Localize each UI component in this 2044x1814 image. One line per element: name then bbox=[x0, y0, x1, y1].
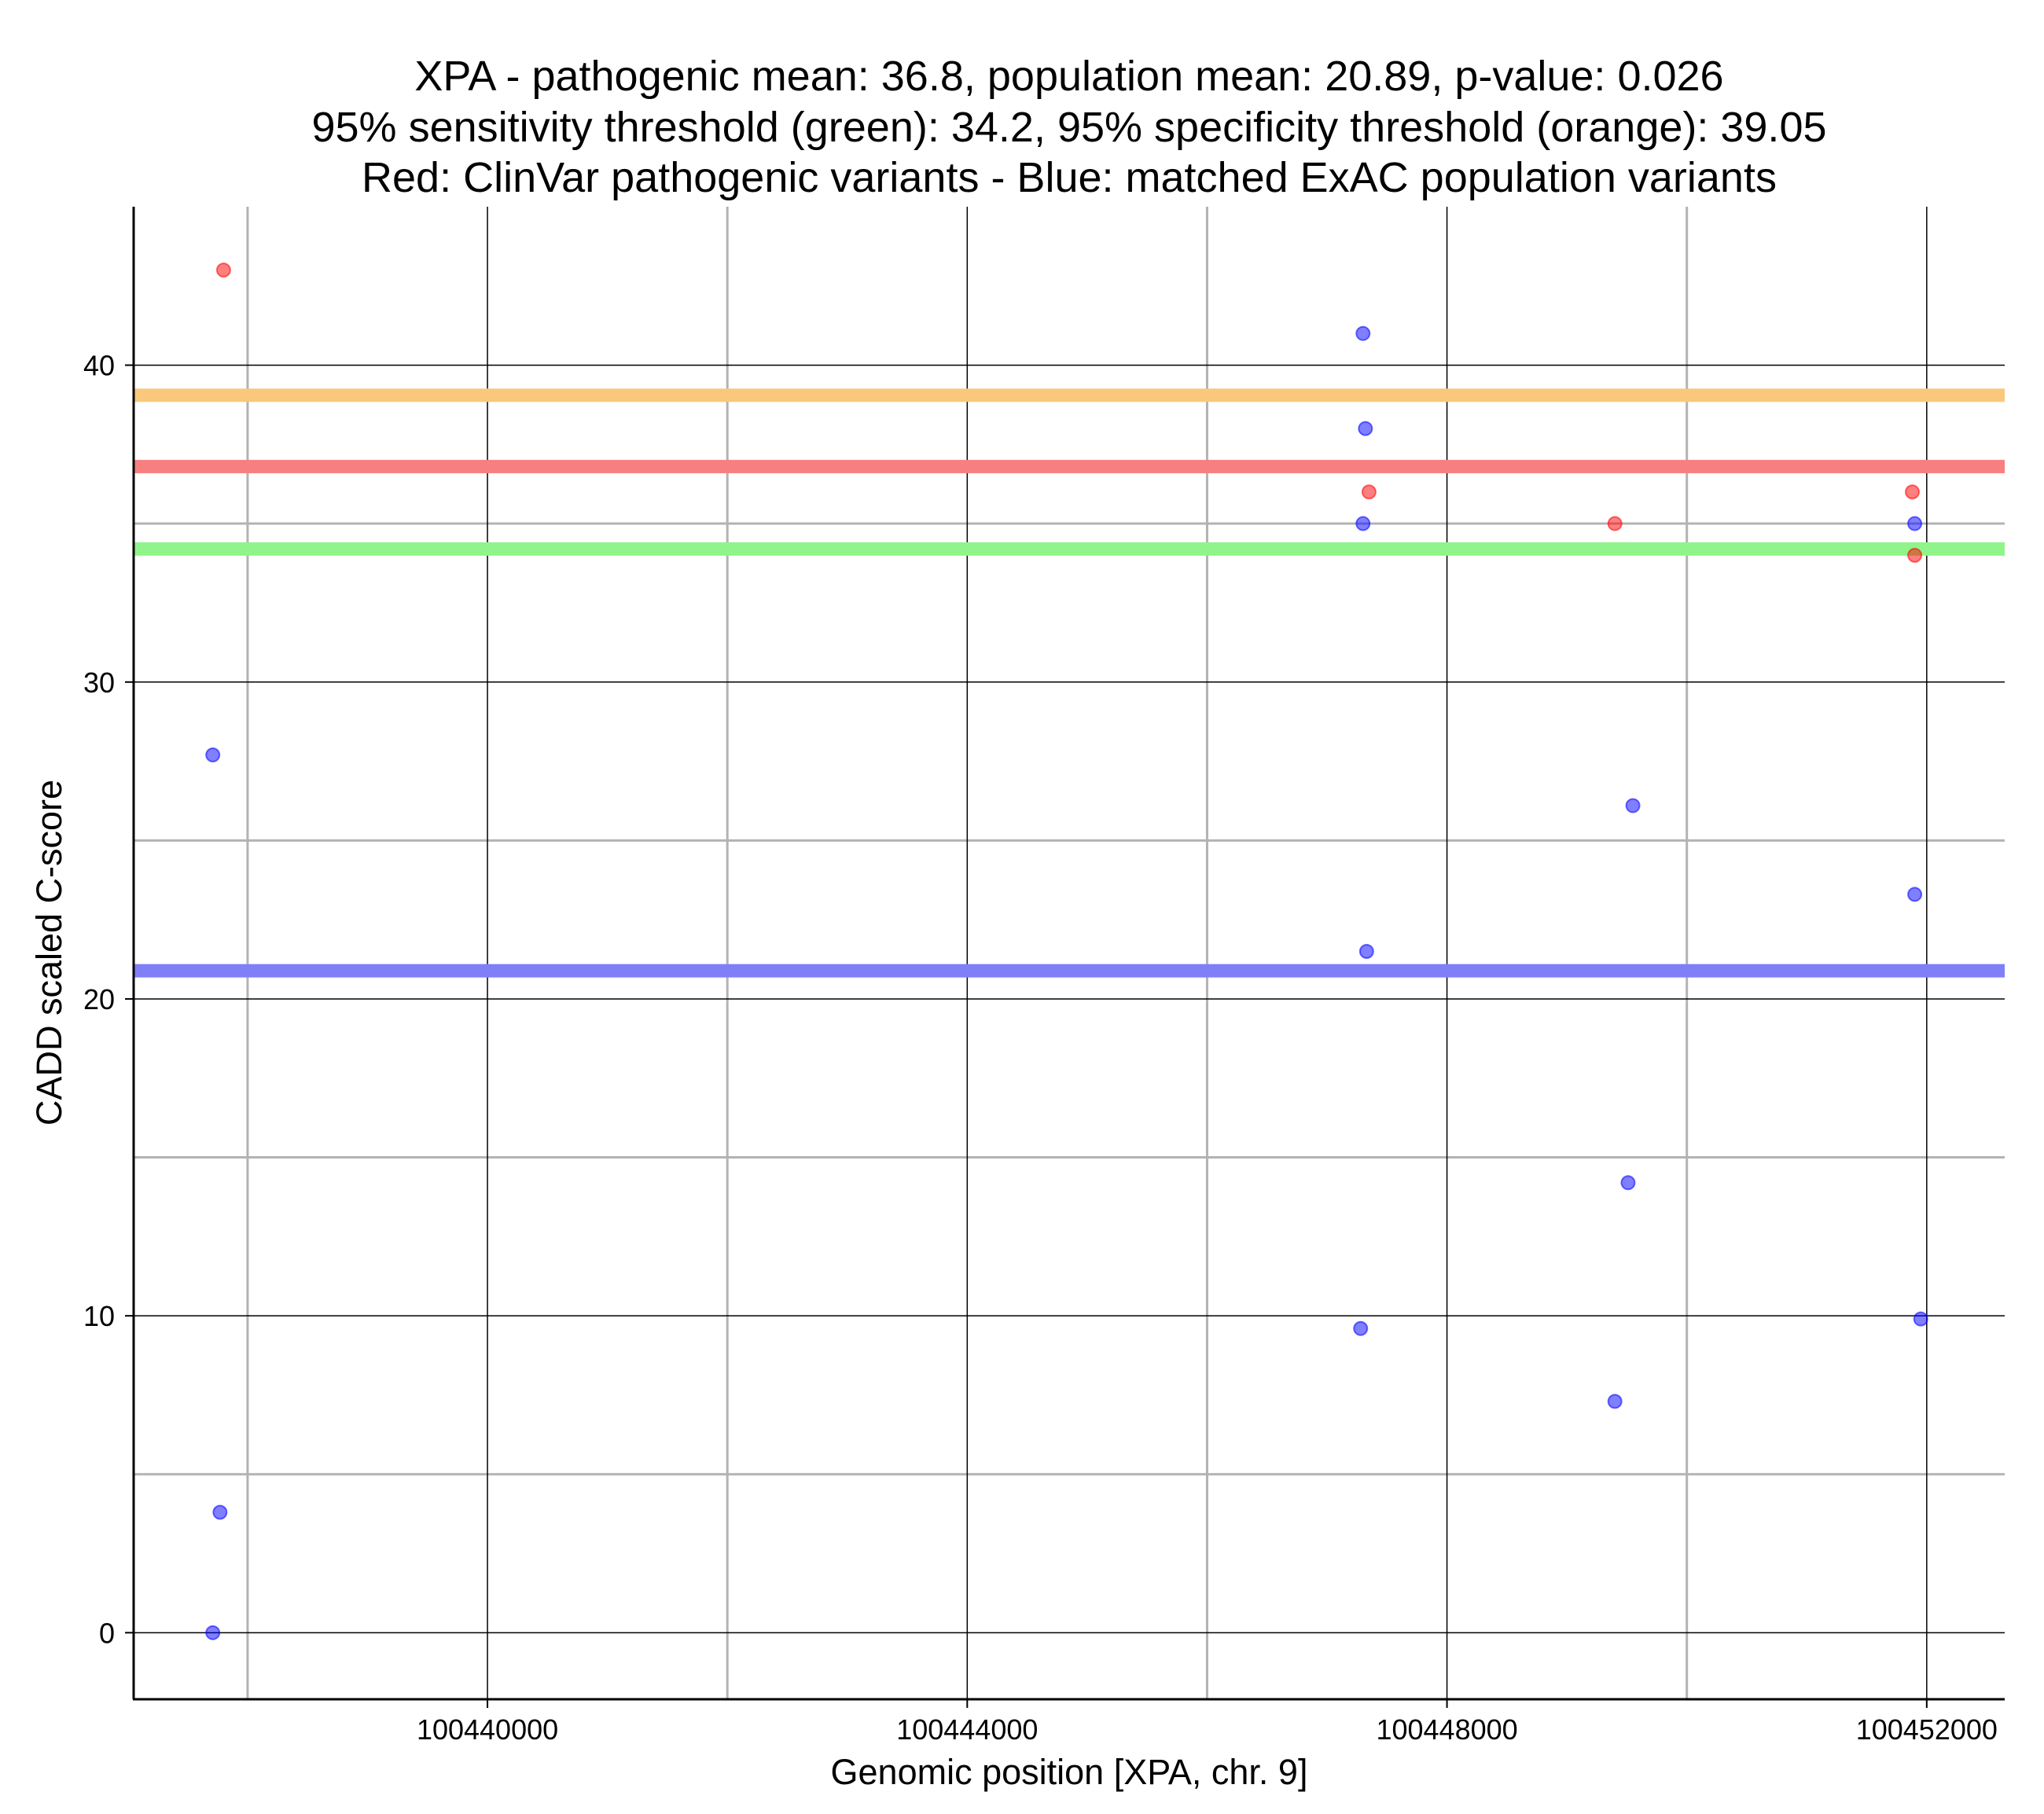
population-point bbox=[205, 747, 221, 763]
population-point bbox=[1907, 516, 1923, 531]
major-gridlines bbox=[134, 207, 2005, 1699]
x-tick-label: 100440000 bbox=[417, 1713, 558, 1746]
population-point bbox=[1355, 325, 1371, 341]
population-point bbox=[1907, 887, 1923, 902]
data-points bbox=[205, 263, 1928, 1640]
population-point bbox=[205, 1625, 221, 1640]
x-axis-label: Genomic position [XPA, chr. 9] bbox=[831, 1752, 1308, 1792]
title-line-1: XPA - pathogenic mean: 36.8, population … bbox=[414, 53, 1723, 100]
pathogenic-point bbox=[215, 263, 231, 278]
population-point bbox=[1620, 1175, 1636, 1191]
y-tick-label: 40 bbox=[83, 350, 115, 382]
population-point bbox=[1355, 516, 1371, 531]
minor-gridlines bbox=[134, 207, 2005, 1699]
pathogenic-point bbox=[1361, 484, 1377, 500]
population-point bbox=[1625, 798, 1641, 813]
y-tick-label: 0 bbox=[99, 1617, 115, 1649]
y-axis-label: CADD scaled C-score bbox=[29, 780, 69, 1125]
pathogenic-point bbox=[1907, 548, 1923, 564]
pathogenic-point bbox=[1607, 516, 1623, 531]
axes bbox=[132, 207, 2005, 1701]
pathogenic-point bbox=[1905, 484, 1921, 500]
reference-lines bbox=[134, 388, 2005, 978]
x-tick-label: 100448000 bbox=[1376, 1713, 1517, 1746]
population-point bbox=[212, 1504, 228, 1520]
title-line-2: 95% sensitivity threshold (green): 34.2,… bbox=[311, 104, 1826, 151]
population-point bbox=[1353, 1320, 1369, 1336]
population-point bbox=[1913, 1311, 1928, 1327]
title-line-3: Red: ClinVar pathogenic variants - Blue:… bbox=[362, 154, 1777, 201]
x-tick-label: 100444000 bbox=[896, 1713, 1038, 1746]
population-point bbox=[1358, 420, 1373, 436]
chart-title: XPA - pathogenic mean: 36.8, population … bbox=[311, 53, 1826, 201]
y-axis-ticks: 0 10 20 30 40 bbox=[83, 350, 134, 1649]
y-tick-label: 10 bbox=[83, 1300, 115, 1332]
x-tick-label: 100452000 bbox=[1856, 1713, 1998, 1746]
y-tick-label: 20 bbox=[83, 983, 115, 1015]
population-point bbox=[1607, 1394, 1623, 1409]
x-axis-ticks: 100440000 100444000 100448000 100452000 bbox=[417, 1699, 1998, 1746]
population-point bbox=[1358, 943, 1374, 959]
y-tick-label: 30 bbox=[83, 666, 115, 699]
